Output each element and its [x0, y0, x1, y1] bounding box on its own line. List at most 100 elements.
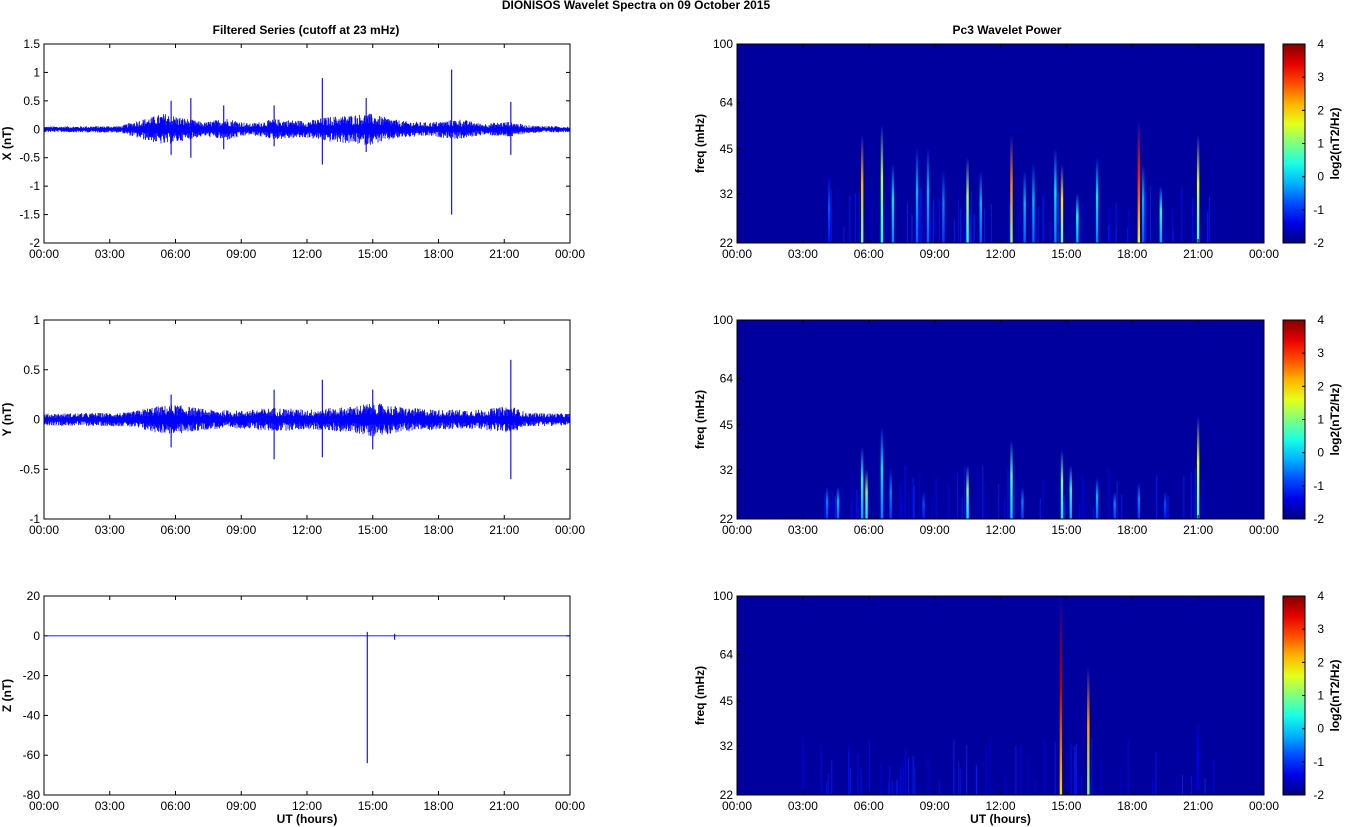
y-wavelet-power-streak	[1196, 416, 1200, 519]
x-series-ytick-label: -2	[29, 236, 40, 250]
y-wavelet-colorbar: 4 3 2 1 0 -1 -2 log2(nT2/Hz)	[1282, 313, 1342, 526]
x-series-ytick-label: 1.5	[23, 37, 40, 51]
z-wavelet-xtick-label: 00:00	[1249, 799, 1279, 813]
x-wavelet-ytick-label: 64	[720, 96, 734, 110]
y-wavelet-power-streak	[865, 469, 868, 519]
x-series-xtick-label: 15:00	[358, 247, 388, 261]
z-series-xtick-label: 18:00	[423, 799, 453, 813]
x-wavelet-ylabel: freq (mHz)	[693, 114, 707, 173]
y-wavelet-xtick-label: 03:00	[788, 523, 818, 537]
y-wavelet-power-streak	[966, 465, 969, 519]
z-series-xtick-label: 12:00	[292, 799, 322, 813]
z-series-xtick-label: 15:00	[358, 799, 388, 813]
x-wavelet-ytick-label: 45	[720, 142, 734, 156]
z-series-plot-area	[44, 596, 570, 795]
x-series-xtick-label: 09:00	[226, 247, 256, 261]
z-wavelet-power-streak	[1059, 596, 1063, 795]
x-wavelet-xtick-label: 09:00	[920, 247, 950, 261]
z-series-xtick-label: 00:00	[29, 799, 59, 813]
z-series-xtick-label: 21:00	[489, 799, 519, 813]
z-wavelet-colorbar-tick-label: 3	[1317, 622, 1324, 636]
x-wavelet-power-streak	[880, 124, 884, 243]
left-panel-title: Filtered Series (cutoff at 23 mHz)	[213, 23, 400, 37]
y-wavelet-ytick-label: 32	[720, 463, 734, 477]
x-wavelet-power-streak	[942, 171, 945, 243]
y-series-xtick-label: 15:00	[358, 523, 388, 537]
z-series-ytick-label: -60	[23, 748, 41, 762]
x-wavelet-power-streak	[860, 135, 864, 243]
z-series-xtick-label: 06:00	[160, 799, 190, 813]
x-wavelet-colorbar-tick-label: 2	[1317, 103, 1324, 117]
y-series-xtick-label: 09:00	[226, 523, 256, 537]
x-series-ytick-label: -1.5	[19, 208, 40, 222]
figure-title: DIONISOS Wavelet Spectra on 09 October 2…	[502, 0, 771, 12]
z-wavelet-xtick-label: 15:00	[1051, 799, 1081, 813]
x-wavelet-power-streak	[1054, 148, 1057, 243]
z-wavelet-power-streak	[801, 737, 805, 795]
x-wavelet-colorbar-tick-label: 4	[1317, 37, 1324, 51]
x-wavelet-power-streak	[915, 148, 919, 243]
z-series-xtick-label: 09:00	[226, 799, 256, 813]
x-series-panel: 1.510.50-0.5-1-1.5-200:00 03:00 06:00 09:00…	[0, 37, 585, 261]
x-wavelet-colorbar-tick-label: 1	[1317, 137, 1324, 151]
y-wavelet-colorbar-scale	[1282, 319, 1306, 520]
z-wavelet-colorbar-tick-label: 2	[1317, 655, 1324, 669]
y-series-ytick-label: -1	[29, 512, 40, 526]
x-series-xtick-label: 00:00	[555, 247, 585, 261]
x-wavelet-ytick-label: 22	[720, 236, 734, 250]
y-series-ytick-label: 1	[33, 313, 40, 327]
x-wavelet-power-streak	[1032, 164, 1035, 243]
y-series-xtick-label: 06:00	[160, 523, 190, 537]
y-wavelet-colorbar-tick-label: 4	[1317, 313, 1324, 327]
x-wavelet-power-streak	[966, 158, 969, 243]
y-wavelet-power-streak	[922, 492, 925, 519]
z-series-ytick-label: 0	[33, 629, 40, 643]
y-wavelet-xtick-label: 00:00	[722, 523, 752, 537]
z-wavelet-colorbar: 4 3 2 1 0 -1 -2 log2(nT2/Hz)	[1282, 589, 1342, 802]
y-wavelet-power-streak	[1021, 487, 1024, 519]
z-series-ytick-label: -40	[23, 708, 41, 722]
x-series-plot-area	[44, 44, 570, 243]
y-wavelet-xtick-label: 12:00	[985, 523, 1015, 537]
y-wavelet-power-streak	[889, 469, 892, 519]
x-wavelet-xtick-label: 12:00	[985, 247, 1015, 261]
y-wavelet-power-streak	[836, 487, 840, 519]
right-panel-title: Pc3 Wavelet Power	[953, 23, 1062, 37]
y-wavelet-ytick-label: 100	[713, 313, 733, 327]
z-wavelet-ytick-label: 22	[720, 788, 734, 802]
y-wavelet-power-streak	[1010, 440, 1013, 519]
y-wavelet-ytick-label: 22	[720, 512, 734, 526]
y-wavelet-colorbar-tick-label: 1	[1317, 413, 1324, 427]
y-wavelet-ytick-label: 64	[720, 372, 734, 386]
x-series-xtick-label: 12:00	[292, 247, 322, 261]
y-series-panel: 10.50-0.5-100:00 03:00 06:00 09:00 12:00 15:0…	[0, 313, 585, 537]
y-series-xtick-label: 18:00	[423, 523, 453, 537]
x-wavelet-power-streak	[1010, 135, 1013, 243]
z-series-trace	[43, 635, 571, 637]
x-series-xtick-label: 21:00	[489, 247, 519, 261]
x-wavelet-power-streak	[1023, 171, 1026, 243]
z-wavelet-background	[737, 596, 1264, 795]
y-wavelet-power-streak	[1060, 450, 1064, 519]
y-wavelet-colorbar-tick-label: -2	[1313, 512, 1324, 526]
z-wavelet-xlabel: UT (hours)	[970, 812, 1031, 826]
y-wavelet-colorbar-tick-label: 2	[1317, 379, 1324, 393]
x-wavelet-xtick-label: 00:00	[722, 247, 752, 261]
x-wavelet-power-streak	[1196, 135, 1200, 243]
z-wavelet-xtick-label: 06:00	[854, 799, 884, 813]
y-wavelet-power-streak	[860, 447, 864, 519]
y-wavelet-colorbar-tick-label: 0	[1317, 446, 1324, 460]
y-series-xtick-label: 03:00	[95, 523, 125, 537]
y-wavelet-power-streak	[1163, 492, 1167, 519]
x-wavelet-colorbar-scale	[1282, 43, 1306, 244]
y-wavelet-colorbar-tick-label: 3	[1317, 346, 1324, 360]
z-wavelet-ytick-label: 64	[720, 648, 734, 662]
x-wavelet-xtick-label: 00:00	[1249, 247, 1279, 261]
z-wavelet-colorbar-tick-label: 0	[1317, 722, 1324, 736]
x-wavelet-power-streak	[828, 178, 831, 243]
x-series-xtick-label: 06:00	[160, 247, 190, 261]
y-series-xtick-label: 21:00	[489, 523, 519, 537]
